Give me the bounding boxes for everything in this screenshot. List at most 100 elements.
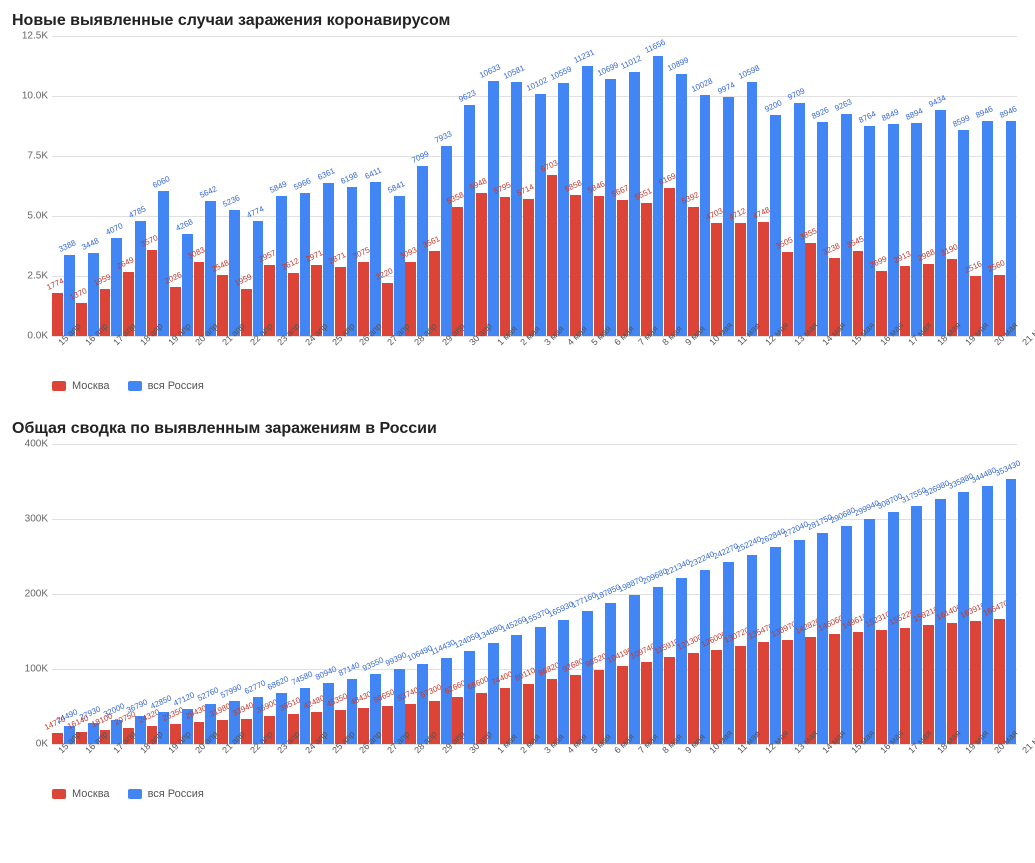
bar-moscow: 152310: [876, 630, 887, 744]
bar-group: 80110155370: [523, 444, 547, 744]
bar-group: 135470262840: [758, 444, 782, 744]
chart2-area: 0K100K200K300K400K1477024490161402793018…: [52, 444, 1017, 744]
bar-group: 47039974: [711, 36, 735, 336]
bar-russia: 6198: [347, 187, 358, 336]
chart2-block: Общая сводка по выявленным заражениям в …: [12, 420, 1023, 800]
bar-moscow: 5795: [500, 197, 511, 336]
bar-group: 32389263: [829, 36, 853, 336]
bar-value-label: 9623: [457, 88, 477, 104]
y-axis-label: 5.0K: [12, 211, 48, 222]
bar-group: 26125966: [287, 36, 311, 336]
bar-group: 579510581: [499, 36, 523, 336]
legend-swatch-icon: [128, 381, 142, 391]
bar-value-label: 8849: [881, 107, 901, 123]
bar-russia: 124050: [464, 651, 475, 744]
y-axis-label: 200K: [12, 589, 48, 600]
bar-russia: 177160: [582, 611, 593, 744]
bar-group: 35059709: [781, 36, 805, 336]
bar-group: 115910221340: [664, 444, 688, 744]
bar-group: 35458764: [852, 36, 876, 336]
bar-russia: 11012: [629, 72, 640, 336]
bar-russia: 8946: [1006, 121, 1017, 336]
bar-russia: 272040: [794, 540, 805, 744]
bar-group: 20264268: [170, 36, 194, 336]
legend-swatch-icon: [52, 381, 66, 391]
bar-russia: 11656: [653, 56, 664, 336]
bar-russia: 9434: [935, 110, 946, 336]
bar-russia: 209680: [653, 587, 664, 744]
chart1-xaxis: 15 апр16 апр17 апр18 апр19 апр20 апр21 а…: [52, 336, 1017, 372]
bar-moscow: 5948: [476, 193, 487, 336]
y-axis-label: 300K: [12, 514, 48, 525]
bar-group: 3394062770: [240, 444, 264, 744]
bar-russia: 8849: [888, 124, 899, 336]
bar-value-label: 8926: [810, 105, 830, 121]
bar-group: 74400145260: [499, 444, 523, 744]
bar-group: 86820165930: [546, 444, 570, 744]
bar-moscow: 4712: [735, 223, 746, 336]
legend-label: вся Россия: [148, 380, 204, 392]
bar-value-label: 6198: [339, 171, 359, 187]
bar-value-label: 8764: [857, 109, 877, 125]
bar-moscow: 5846: [594, 196, 605, 336]
bar-russia: 326980: [935, 499, 946, 744]
bar-group: 121300232240: [687, 444, 711, 744]
bar-moscow: 4748: [758, 222, 769, 336]
bar-group: 109740209680: [640, 444, 664, 744]
bar-russia: 242270: [723, 562, 734, 744]
bar-moscow: 5551: [641, 203, 652, 336]
bar-value-label: 4774: [245, 205, 265, 221]
chart1-title: Новые выявленные случаи заражения корона…: [12, 12, 1023, 30]
bar-russia: 5966: [300, 193, 311, 336]
bar-group: 35706060: [146, 36, 170, 336]
bar-group: 29138894: [899, 36, 923, 336]
bar-russia: 8946: [982, 121, 993, 336]
bar-russia: 11231: [582, 66, 593, 336]
bar-group: 146060290680: [829, 444, 853, 744]
bar-group: 126000242270: [711, 444, 735, 744]
chart2-xaxis: 15 апр16 апр17 апр18 апр19 апр20 апр21 а…: [52, 744, 1017, 780]
bar-group: 3198057990: [217, 444, 241, 744]
bar-group: 29716361: [311, 36, 335, 336]
bar-group: 3690068620: [264, 444, 288, 744]
bar-group: 30937099: [405, 36, 429, 336]
bar-group: 584610699: [593, 36, 617, 336]
bar-value-label: 5966: [292, 176, 312, 192]
bar-group: 2635047120: [170, 444, 194, 744]
bar-moscow: 155220: [900, 628, 911, 744]
bar-group: 22205841: [381, 36, 405, 336]
bar-russia: 281750: [817, 533, 828, 744]
bar-group: 62660124050: [452, 444, 476, 744]
bar-russia: 198870: [629, 595, 640, 744]
bar-value-label: 8894: [904, 106, 924, 122]
bar-russia: 8599: [958, 130, 969, 336]
bar-russia: 8926: [817, 122, 828, 336]
bar-russia: 165930: [558, 620, 569, 744]
bar-moscow: 166470: [994, 619, 1005, 744]
bar-group: 138970272040: [781, 444, 805, 744]
bar-value-label: 9709: [786, 86, 806, 102]
bar-group: 471210598: [734, 36, 758, 336]
bar-russia: 6411: [370, 182, 381, 336]
bar-value-label: 5642: [198, 184, 218, 200]
legend-swatch-icon: [128, 789, 142, 799]
bar-value-label: 9974: [716, 80, 736, 96]
bar-russia: 8894: [911, 123, 922, 336]
bar-moscow: 135470: [758, 642, 769, 744]
bar-group: 616910899: [664, 36, 688, 336]
bar-value-label: 8599: [951, 113, 971, 129]
bar-russia: 10559: [558, 83, 569, 336]
bar-group: 2432042850: [146, 444, 170, 744]
bar-group: 30835642: [193, 36, 217, 336]
bars-container: 1774338813703448195940702649478535706060…: [52, 36, 1017, 336]
bar-value-label: 7099: [410, 149, 430, 165]
bar-group: 19594774: [240, 36, 264, 336]
chart2-legend: Москва вся Россия: [52, 788, 1023, 800]
y-axis-label: 100K: [12, 664, 48, 675]
bar-group: 149610299940: [852, 444, 876, 744]
bar-value-label: 4268: [175, 217, 195, 233]
bar-group: 98520187850: [593, 444, 617, 744]
bar-group: 571410102: [523, 36, 547, 336]
bar-group: 30756411: [358, 36, 382, 336]
bar-moscow: 6703: [547, 175, 558, 336]
